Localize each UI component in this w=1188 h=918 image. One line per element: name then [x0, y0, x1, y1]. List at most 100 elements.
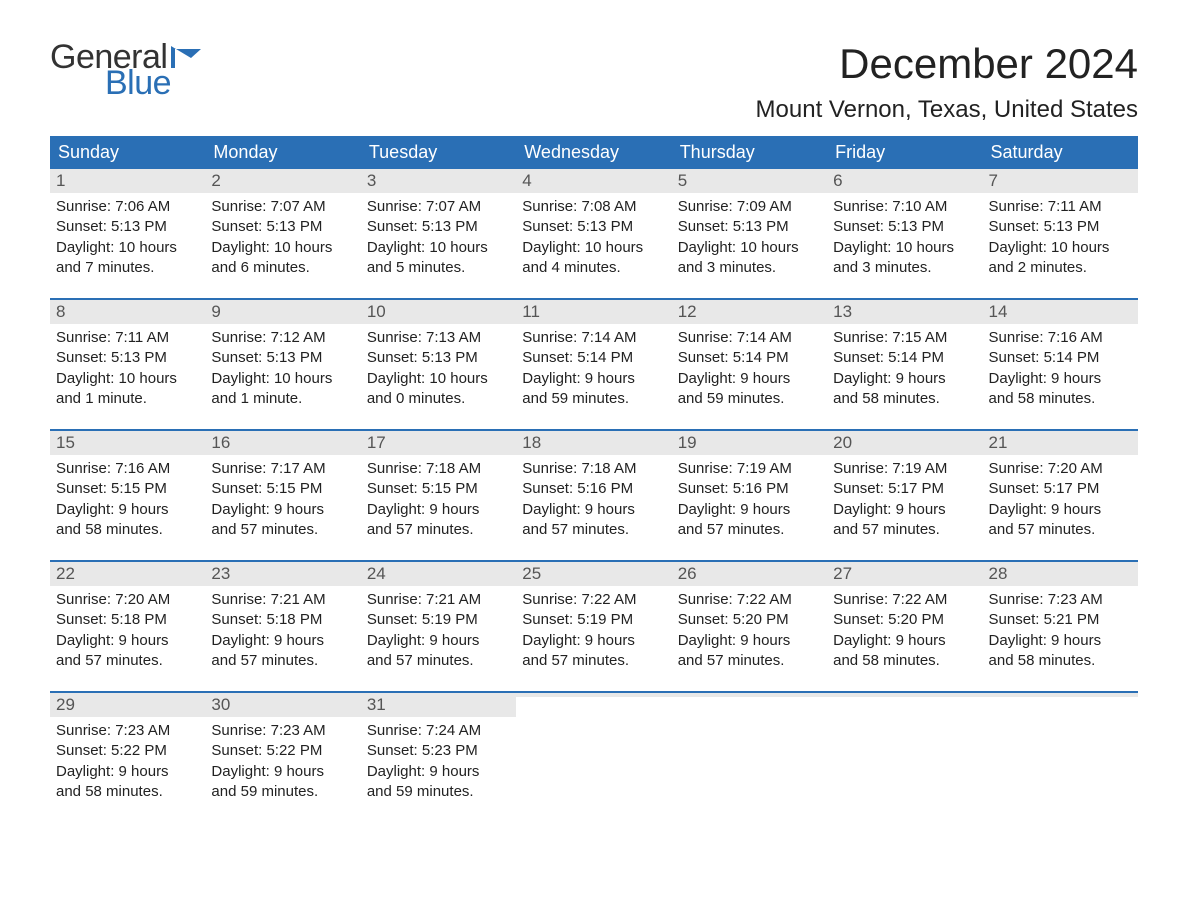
daylight-text: and 58 minutes. — [56, 520, 199, 540]
calendar-day: 3Sunrise: 7:07 AMSunset: 5:13 PMDaylight… — [361, 169, 516, 284]
calendar-day: 27Sunrise: 7:22 AMSunset: 5:20 PMDayligh… — [827, 562, 982, 677]
day-number: 15 — [56, 433, 75, 452]
day-number: 5 — [678, 171, 687, 190]
sunset-text: Sunset: 5:15 PM — [211, 479, 354, 499]
day-number: 20 — [833, 433, 852, 452]
daylight-text: Daylight: 9 hours — [678, 500, 821, 520]
day-number: 26 — [678, 564, 697, 583]
weekday-header-row: Sunday Monday Tuesday Wednesday Thursday… — [50, 136, 1138, 169]
sunrise-text: Sunrise: 7:06 AM — [56, 197, 199, 217]
calendar-week: 29Sunrise: 7:23 AMSunset: 5:22 PMDayligh… — [50, 691, 1138, 808]
calendar-day — [672, 693, 827, 808]
sunset-text: Sunset: 5:14 PM — [833, 348, 976, 368]
calendar-day: 23Sunrise: 7:21 AMSunset: 5:18 PMDayligh… — [205, 562, 360, 677]
day-content: Sunrise: 7:21 AMSunset: 5:19 PMDaylight:… — [361, 586, 516, 677]
day-number-row: 8 — [50, 300, 205, 324]
header: General Blue December 2024 Mount Vernon,… — [50, 40, 1138, 124]
calendar-day: 6Sunrise: 7:10 AMSunset: 5:13 PMDaylight… — [827, 169, 982, 284]
day-content: Sunrise: 7:23 AMSunset: 5:21 PMDaylight:… — [983, 586, 1138, 677]
day-number-row: 24 — [361, 562, 516, 586]
day-number-row: 21 — [983, 431, 1138, 455]
day-content: Sunrise: 7:06 AMSunset: 5:13 PMDaylight:… — [50, 193, 205, 284]
calendar-day: 22Sunrise: 7:20 AMSunset: 5:18 PMDayligh… — [50, 562, 205, 677]
sunrise-text: Sunrise: 7:11 AM — [989, 197, 1132, 217]
daylight-text: and 1 minute. — [211, 389, 354, 409]
day-content: Sunrise: 7:15 AMSunset: 5:14 PMDaylight:… — [827, 324, 982, 415]
calendar-day — [516, 693, 671, 808]
day-content: Sunrise: 7:20 AMSunset: 5:18 PMDaylight:… — [50, 586, 205, 677]
day-number: 4 — [522, 171, 531, 190]
day-number-row: 6 — [827, 169, 982, 193]
day-number-row: 3 — [361, 169, 516, 193]
sunset-text: Sunset: 5:20 PM — [678, 610, 821, 630]
sunrise-text: Sunrise: 7:18 AM — [522, 459, 665, 479]
sunrise-text: Sunrise: 7:08 AM — [522, 197, 665, 217]
logo: General Blue — [50, 40, 201, 100]
day-number: 28 — [989, 564, 1008, 583]
sunset-text: Sunset: 5:23 PM — [367, 741, 510, 761]
calendar-day: 9 Sunrise: 7:12 AMSunset: 5:13 PMDaylight… — [205, 300, 360, 415]
location: Mount Vernon, Texas, United States — [756, 96, 1138, 124]
sunset-text: Sunset: 5:13 PM — [989, 217, 1132, 237]
calendar-day: 20Sunrise: 7:19 AMSunset: 5:17 PMDayligh… — [827, 431, 982, 546]
day-content: Sunrise: 7:24 AMSunset: 5:23 PMDaylight:… — [361, 717, 516, 808]
day-content: Sunrise: 7:17 AMSunset: 5:15 PMDaylight:… — [205, 455, 360, 546]
daylight-text: and 58 minutes. — [989, 651, 1132, 671]
daylight-text: Daylight: 9 hours — [989, 500, 1132, 520]
daylight-text: Daylight: 9 hours — [211, 631, 354, 651]
day-number-row: 27 — [827, 562, 982, 586]
daylight-text: Daylight: 9 hours — [56, 762, 199, 782]
day-number: 11 — [522, 302, 540, 321]
daylight-text: and 6 minutes. — [211, 258, 354, 278]
daylight-text: Daylight: 9 hours — [56, 500, 199, 520]
sunset-text: Sunset: 5:13 PM — [211, 348, 354, 368]
daylight-text: Daylight: 10 hours — [211, 238, 354, 258]
day-number: 9 — [211, 302, 220, 321]
sunrise-text: Sunrise: 7:16 AM — [56, 459, 199, 479]
daylight-text: Daylight: 10 hours — [56, 238, 199, 258]
day-content: Sunrise: 7:14 AMSunset: 5:14 PMDaylight:… — [516, 324, 671, 415]
day-content: Sunrise: 7:12 AMSunset: 5:13 PMDaylight:… — [205, 324, 360, 415]
daylight-text: and 4 minutes. — [522, 258, 665, 278]
daylight-text: Daylight: 10 hours — [367, 369, 510, 389]
day-content: Sunrise: 7:22 AMSunset: 5:19 PMDaylight:… — [516, 586, 671, 677]
day-content: Sunrise: 7:08 AMSunset: 5:13 PMDaylight:… — [516, 193, 671, 284]
sunrise-text: Sunrise: 7:10 AM — [833, 197, 976, 217]
daylight-text: Daylight: 9 hours — [833, 369, 976, 389]
daylight-text: Daylight: 9 hours — [211, 500, 354, 520]
day-number: 24 — [367, 564, 386, 583]
day-number-row: 18 — [516, 431, 671, 455]
day-number: 19 — [678, 433, 697, 452]
sunrise-text: Sunrise: 7:21 AM — [211, 590, 354, 610]
day-number-row: 2 — [205, 169, 360, 193]
daylight-text: and 57 minutes. — [367, 651, 510, 671]
day-number-row: 25 — [516, 562, 671, 586]
day-number-row: 28 — [983, 562, 1138, 586]
calendar-day: 8Sunrise: 7:11 AMSunset: 5:13 PMDaylight… — [50, 300, 205, 415]
day-number: 13 — [833, 302, 852, 321]
calendar-day: 25Sunrise: 7:22 AMSunset: 5:19 PMDayligh… — [516, 562, 671, 677]
day-content: Sunrise: 7:11 AMSunset: 5:13 PMDaylight:… — [983, 193, 1138, 284]
day-number: 8 — [56, 302, 65, 321]
calendar-day: 28 Sunrise: 7:23 AMSunset: 5:21 PMDayligh… — [983, 562, 1138, 677]
day-content: Sunrise: 7:07 AMSunset: 5:13 PMDaylight:… — [361, 193, 516, 284]
day-content: Sunrise: 7:07 AMSunset: 5:13 PMDaylight:… — [205, 193, 360, 284]
calendar-day: 4 Sunrise: 7:08 AMSunset: 5:13 PMDaylight… — [516, 169, 671, 284]
day-number: 17 — [367, 433, 386, 452]
title-block: December 2024 Mount Vernon, Texas, Unite… — [756, 40, 1138, 124]
sunset-text: Sunset: 5:16 PM — [678, 479, 821, 499]
sunrise-text: Sunrise: 7:07 AM — [367, 197, 510, 217]
sunset-text: Sunset: 5:13 PM — [522, 217, 665, 237]
sunrise-text: Sunrise: 7:15 AM — [833, 328, 976, 348]
day-number-row: 22 — [50, 562, 205, 586]
sunset-text: Sunset: 5:22 PM — [211, 741, 354, 761]
day-number: 10 — [367, 302, 386, 321]
weekday-header: Tuesday — [361, 136, 516, 169]
day-content: Sunrise: 7:18 AMSunset: 5:15 PMDaylight:… — [361, 455, 516, 546]
day-number: 14 — [989, 302, 1008, 321]
sunset-text: Sunset: 5:13 PM — [678, 217, 821, 237]
day-content: Sunrise: 7:18 AMSunset: 5:16 PMDaylight:… — [516, 455, 671, 546]
sunset-text: Sunset: 5:15 PM — [56, 479, 199, 499]
daylight-text: Daylight: 10 hours — [522, 238, 665, 258]
daylight-text: and 3 minutes. — [833, 258, 976, 278]
